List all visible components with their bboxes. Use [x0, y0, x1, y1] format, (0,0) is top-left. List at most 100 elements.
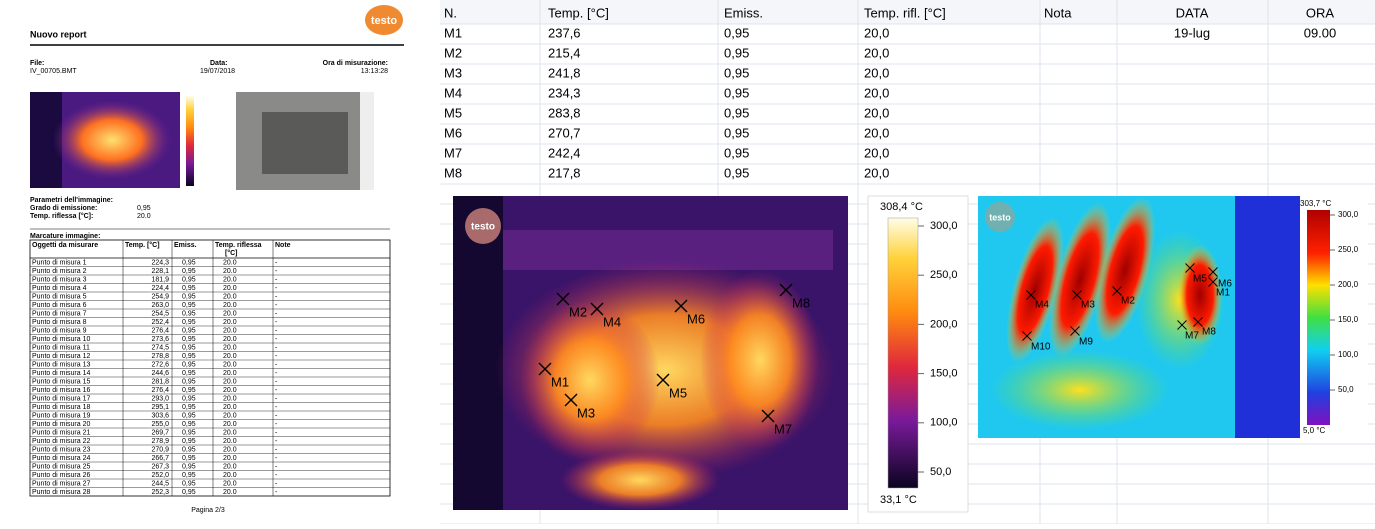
table-cell: 20.0: [223, 285, 237, 292]
table-cell: Punto di misura 8: [32, 319, 87, 326]
table-cell: 281,8: [151, 379, 169, 386]
cell: M8: [444, 165, 462, 180]
table-cell: Punto di misura 26: [32, 472, 90, 479]
table-cell: -: [275, 345, 278, 352]
table-cell: 254,9: [151, 294, 169, 301]
table-cell: 20.0: [223, 396, 237, 403]
marker-cross: [1208, 277, 1218, 287]
time-label: Ora di misurazione:: [323, 60, 388, 67]
table-cell: 273,6: [151, 336, 169, 343]
cell: 217,8: [548, 165, 581, 180]
marker-label: M7: [774, 421, 792, 436]
marker-cross: [1072, 290, 1082, 300]
table-cell: Punto di misura 1: [32, 260, 87, 267]
table-cell: 278,9: [151, 438, 169, 445]
cell: 215,4: [548, 45, 581, 60]
marker-cross: [1185, 263, 1195, 273]
table-cell: 0,95: [182, 413, 196, 420]
emission-label: Grado di emissione:: [30, 205, 97, 212]
table-cell: Punto di misura 16: [32, 387, 90, 394]
table-cell: -: [275, 302, 278, 309]
cell: 0,95: [724, 25, 749, 40]
table-cell: 0,95: [182, 285, 196, 292]
cell: 20,0: [864, 25, 889, 40]
table-cell: 0,95: [182, 336, 196, 343]
table-cell: 20.0: [223, 447, 237, 454]
table-cell: 228,1: [151, 268, 169, 275]
cell: M7: [444, 145, 462, 160]
table-cell: 20.0: [223, 455, 237, 462]
cell: 20,0: [864, 125, 889, 140]
marker-label: M1: [551, 374, 569, 389]
table-cell: Punto di misura 18: [32, 404, 90, 411]
cell: 20,0: [864, 85, 889, 100]
table-header: Emiss.: [174, 242, 197, 249]
cell: 0,95: [724, 165, 749, 180]
column-header: Nota: [1044, 5, 1072, 20]
marker-label: M3: [577, 405, 595, 420]
logo-badge: [465, 208, 501, 244]
marker-label: M6: [687, 311, 705, 326]
table-cell: -: [275, 472, 278, 479]
table-cell: 0,95: [182, 362, 196, 369]
table-cell: 0,95: [182, 481, 196, 488]
reflected-value: 20.0: [137, 213, 151, 220]
table-cell: 0,95: [182, 302, 196, 309]
cell: 20,0: [864, 45, 889, 60]
table-cell: -: [275, 438, 278, 445]
cell: 19-lug: [1174, 25, 1210, 40]
marker-cross: [1177, 320, 1187, 330]
marker-label: M5: [1193, 274, 1207, 285]
colorbar-tick-label: 200,0: [930, 318, 958, 330]
thermal-warm-zone: [990, 350, 1170, 430]
table-cell: -: [275, 353, 278, 360]
cell: 20,0: [864, 165, 889, 180]
time-value: 13:13:28: [361, 68, 388, 75]
table-cell: Punto di misura 22: [32, 438, 90, 445]
thermal-image-1: testo M1 M2 M3 M4 M5 M6 M7 M8: [453, 196, 848, 510]
colorbar-tick-label: 150,0: [1338, 315, 1359, 324]
report-footer: Pagina 2/3: [191, 507, 225, 514]
colorbar: [887, 217, 919, 489]
table-cell: 20.0: [223, 472, 237, 479]
mini-photo-panel: [262, 112, 348, 174]
marker-label: M3: [1081, 300, 1095, 311]
thermal-hot-zone: [1094, 197, 1156, 343]
table-cell: -: [275, 464, 278, 471]
table-cell: 0,95: [182, 430, 196, 437]
table-cell: 276,4: [151, 387, 169, 394]
table-cell: Punto di misura 4: [32, 285, 87, 292]
table-cell: 0,95: [182, 311, 196, 318]
marker-label: M7: [1185, 331, 1199, 342]
cell: 242,4: [548, 145, 581, 160]
colorbar-tick-label: 100,0: [930, 417, 958, 429]
table-cell: Punto di misura 23: [32, 447, 90, 454]
marker-label: M1: [1216, 288, 1230, 299]
reflected-label: Temp. riflessa [°C]:: [30, 212, 93, 220]
table-cell: 20.0: [223, 404, 237, 411]
mini-thermal-hot: [52, 100, 172, 180]
scale-max: 308,4 °C: [880, 201, 923, 213]
table-cell: 0,95: [182, 396, 196, 403]
table-cell: 0,95: [182, 353, 196, 360]
table-cell: 181,9: [151, 277, 169, 284]
table-cell: Punto di misura 2: [32, 268, 87, 275]
table-cell: Punto di misura 24: [32, 455, 90, 462]
table-cell: Punto di misura 27: [32, 481, 90, 488]
marker-label: M2: [569, 304, 587, 319]
cell: M4: [444, 85, 462, 100]
table-cell: 20.0: [223, 260, 237, 267]
table-cell: -: [275, 387, 278, 394]
table-cell: Punto di misura 19: [32, 413, 90, 420]
table-cell: 0,95: [182, 489, 196, 496]
marker-cross: [556, 292, 570, 306]
table-cell: 0,95: [182, 294, 196, 301]
column-header: Emiss.: [724, 5, 763, 20]
table-cell: 0,95: [182, 370, 196, 377]
table-header: Temp. riflessa [°C]: [215, 242, 262, 257]
table-cell: 252,3: [151, 489, 169, 496]
table-cell: 20.0: [223, 438, 237, 445]
table-cell: 20.0: [223, 370, 237, 377]
table-cell: -: [275, 430, 278, 437]
table-cell: -: [275, 362, 278, 369]
